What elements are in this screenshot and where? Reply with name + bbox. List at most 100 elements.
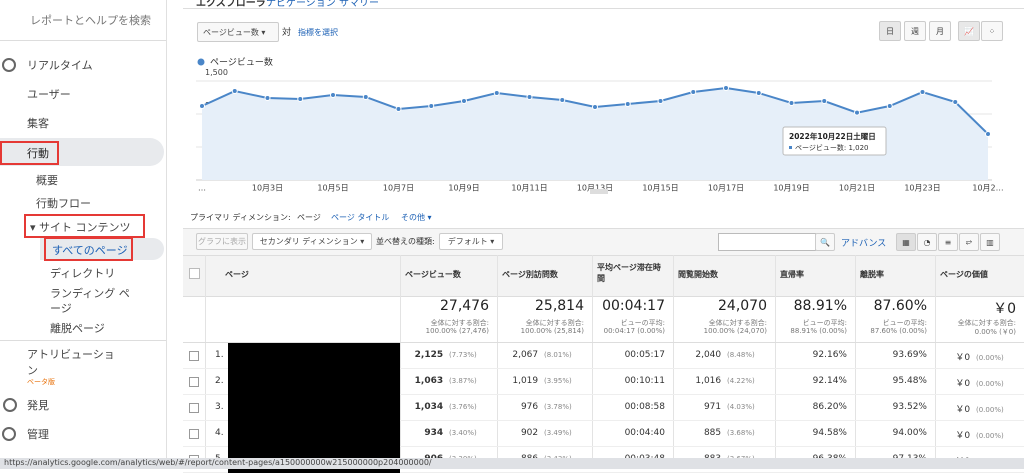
checkbox (189, 403, 199, 413)
cell-share: (0.00%) (976, 354, 1004, 362)
label: サイト コンテンツ (39, 221, 131, 234)
view-button[interactable]: ◔ (917, 233, 937, 251)
icon (2, 427, 16, 441)
total-caption: ビューの平均: (802, 319, 847, 327)
cell-share: (3.49%) (544, 429, 572, 437)
view-button[interactable]: ▥ (980, 233, 1000, 251)
chart-type-button[interactable]: 📈 (958, 21, 980, 41)
nav-item[interactable]: ユーザー (27, 88, 71, 101)
search-button[interactable]: 🔍 (815, 233, 835, 251)
beta-badge: ベータ版 (27, 378, 55, 386)
period-button[interactable]: 週 (904, 21, 926, 41)
table-cell: 1,019 (3.95%) (497, 376, 584, 386)
nav-item[interactable]: 発見 (27, 399, 49, 412)
cell-share: (3.95%) (544, 377, 572, 385)
view-button[interactable]: ▦ (896, 233, 916, 251)
table-row (183, 421, 1024, 447)
legend-label: ページビュー数 (210, 56, 273, 68)
scroll-handle (590, 189, 608, 194)
y-tick-label: 1,500 (205, 68, 228, 77)
x-tick-label: 10月15日 (642, 184, 678, 193)
table-cell: ￥0 (0.00%) (935, 376, 1016, 389)
x-tick-label: 10月11日 (511, 184, 547, 193)
status-bar: https://analytics.google.com/analytics/w… (0, 458, 1024, 469)
x-tick-label: 10月21日 (839, 184, 875, 193)
table-cell: 1,063 (3.87%) (400, 376, 489, 386)
dimension-option[interactable]: ページ タイトル (331, 213, 390, 222)
dimension-option[interactable]: その他 ▾ (401, 213, 432, 222)
nav-subitem[interactable]: 概要 (36, 174, 58, 187)
nav-subitem[interactable]: 離脱ページ (50, 322, 105, 335)
column-divider (775, 255, 776, 458)
nav-item[interactable]: 行動 (27, 147, 49, 160)
nav-item[interactable]: アトリビューション (27, 348, 115, 377)
total-value: ￥0 (993, 301, 1016, 317)
cell-share: (4.22%) (727, 377, 755, 385)
total-caption: ビューの平均: (620, 319, 665, 327)
advanced-link[interactable]: アドバンス (841, 239, 887, 249)
label: ページビュー数 (203, 27, 259, 37)
nav-subitem[interactable]: ランディング ページ (50, 287, 130, 315)
metric-link[interactable]: 指標を選択 (298, 28, 338, 37)
row-index: 2. (215, 376, 224, 386)
highlight-box (44, 237, 133, 261)
nav-item[interactable]: 管理 (27, 428, 49, 441)
secondary-select[interactable]: セカンダリ ディメンション ▾ (252, 233, 372, 250)
cell-value: 976 (520, 402, 539, 412)
total-share: 87.60% (0.00%) (870, 327, 927, 335)
table-cell: 902 (3.49%) (497, 428, 584, 438)
period-button[interactable]: 月 (929, 21, 951, 41)
icon (3, 398, 17, 412)
point (461, 97, 467, 104)
tab[interactable]: エクスプローラ (196, 0, 266, 9)
cell-share: (8.48%) (727, 351, 755, 359)
dimension-option[interactable]: ページ (297, 213, 321, 222)
plot-button[interactable]: グラフに表示 (196, 233, 248, 250)
view-button[interactable]: ≡ (938, 233, 958, 251)
column-divider (400, 255, 401, 458)
total-value: 27,476 (440, 298, 489, 314)
search-input[interactable] (718, 233, 816, 251)
point (395, 105, 402, 112)
x-tick-label: 10月17日 (708, 184, 744, 193)
cell-share: (3.76%) (449, 403, 477, 411)
nav-subitem[interactable]: ▾ サイト コンテンツ (30, 221, 131, 234)
nav-item[interactable]: リアルタイム (27, 59, 93, 72)
sort-select[interactable]: デフォルト ▾ (439, 233, 503, 250)
cell-value: 2,040 (695, 350, 722, 360)
nav-subitem[interactable]: すべてのページ (52, 244, 128, 257)
point (919, 89, 926, 96)
tab[interactable]: ナビゲーション サマリー (266, 0, 379, 9)
table-cell: 93.69% (892, 350, 927, 360)
view-button[interactable]: ⥂ (959, 233, 979, 251)
chart-type-button[interactable]: ⁘ (981, 21, 1003, 41)
row-index: 4. (215, 428, 224, 438)
table-cell: 1,034 (3.76%) (400, 402, 489, 412)
nav-item[interactable]: 集客 (27, 117, 49, 130)
column-header: 平均ページ滞在時間 (597, 263, 661, 283)
metric-select[interactable]: ページビュー数 ▾ (197, 22, 279, 42)
column-header: ページ (225, 270, 249, 279)
cell-share: (0.00%) (976, 380, 1004, 388)
nav-subitem[interactable]: 行動フロー (36, 197, 91, 210)
search-box[interactable]: レポートとヘルプを検索 (30, 14, 151, 27)
legend-marker (197, 58, 205, 66)
point (657, 97, 664, 104)
tooltip-title: 2022年10月22日土曜日 (789, 131, 876, 141)
tooltip-text: ページビュー数: 1,020 (795, 143, 868, 152)
nav-subitem[interactable]: ディレクトリ (50, 267, 116, 280)
column-divider (673, 255, 674, 458)
column-divider (205, 255, 206, 458)
cell-value: ￥0 (955, 431, 971, 441)
period-button[interactable]: 日 (879, 21, 901, 41)
point (231, 88, 238, 95)
column-divider (592, 255, 593, 458)
x-tick-label: 10月3日 (252, 184, 283, 193)
checkbox (189, 268, 200, 279)
total-caption: 全体に対する割合: (957, 319, 1016, 327)
point (788, 99, 795, 106)
divider (0, 40, 166, 41)
checkbox (189, 429, 199, 439)
cell-value: 1,016 (695, 376, 722, 386)
